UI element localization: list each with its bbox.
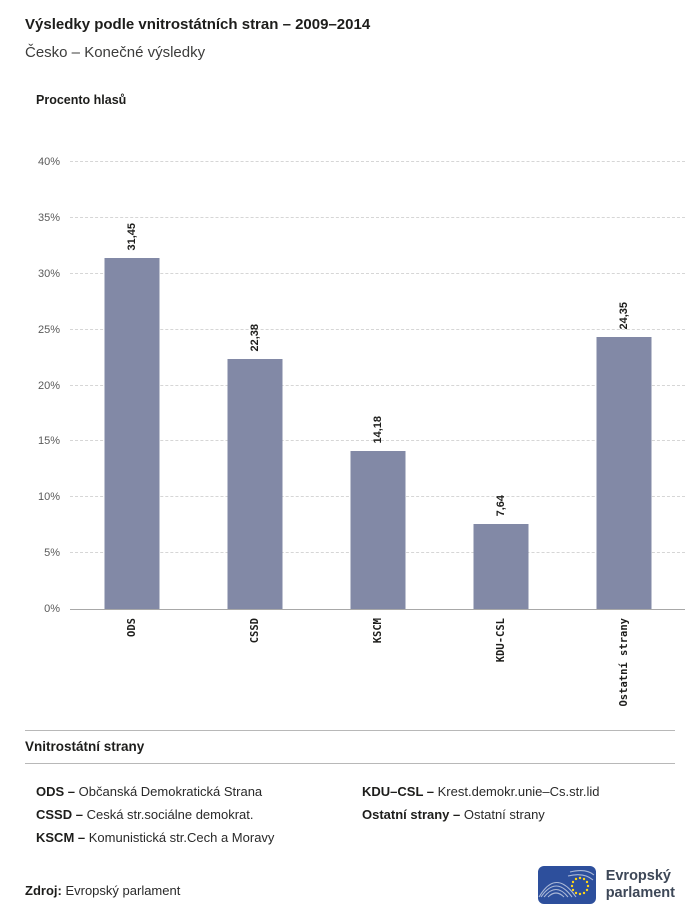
x-axis-label-slot: KDU-CSL (439, 618, 562, 712)
y-tick-label: 0% (44, 603, 60, 615)
legend-party-name: Občanská Demokratická Strana (78, 784, 263, 799)
y-tick-label: 15% (37, 435, 60, 448)
x-axis-labels: ODS CSSD KSCM KDU-CSL Ostatní strany (70, 618, 685, 712)
x-axis-label-slot: ODS (70, 618, 193, 712)
bar-group: 14,18 (316, 163, 439, 609)
bar-chart: 0% 5% 10% 15% 20% 25% 30% 35% 40% 31,45 22,38 14,1… (0, 156, 700, 712)
legend-entries: ODS – Občanská Demokratická Strana CSSD … (36, 780, 675, 849)
bar-value-label: 7,64 (494, 495, 507, 517)
x-axis-label-slot: KSCM (316, 618, 439, 712)
legend-entry-kscm: KSCM – Komunistická str.Cech a Moravy (36, 826, 362, 849)
legend-divider-bottom (25, 763, 675, 764)
legend-entry-cssd: CSSD – Ceská str.sociálne demokrat. (36, 803, 362, 826)
bar-group: 31,45 (70, 163, 193, 609)
gridline (70, 216, 685, 218)
ep-logo-line1: Evropský (605, 868, 671, 885)
gridline (70, 384, 685, 386)
legend-abbr: CSSD – (36, 807, 83, 822)
source-text: Zdroj: Evropský parlament (25, 883, 180, 904)
legend-abbr: KDU–CSL – (362, 784, 435, 799)
bar-cssd[interactable] (227, 358, 282, 609)
bar-group: 7,64 (439, 163, 562, 609)
legend-abbr: Ostatní strany – (362, 807, 461, 822)
legend-party-name: Komunistická str.Cech a Moravy (88, 830, 275, 845)
legend-section: Vnitrostátní strany ODS – Občanská Demok… (25, 730, 675, 849)
bar-value-label: 14,18 (371, 416, 384, 444)
bar-ods[interactable] (104, 257, 159, 609)
legend-abbr: KSCM – (36, 830, 86, 845)
ep-logo-line2: parlament (605, 885, 675, 901)
x-axis-label: KDU-CSL (494, 618, 507, 663)
legend-abbr: ODS – (36, 784, 76, 799)
legend-entry-kducsl: KDU–CSL – Krest.demokr.unie–Cs.str.lid (362, 780, 675, 803)
legend-column-left: ODS – Občanská Demokratická Strana CSSD … (36, 780, 362, 849)
x-axis-label: Ostatní strany (617, 618, 630, 707)
bar-group: 24,35 (562, 163, 685, 609)
bar-ostatn-strany[interactable] (596, 336, 651, 609)
y-axis-title: Procento hlasů (36, 93, 127, 107)
bar-value-label: 24,35 (617, 302, 630, 330)
gridline (70, 161, 685, 162)
legend-column-right: KDU–CSL – Krest.demokr.unie–Cs.str.lid O… (362, 780, 675, 849)
legend-entry-ods: ODS – Občanská Demokratická Strana (36, 780, 362, 803)
page-title: Výsledky podle vnitrostátních stran – 20… (25, 16, 371, 33)
bar-value-label: 22,38 (248, 324, 261, 352)
ep-hemicycle-icon (537, 866, 596, 904)
legend-party-name: Ostatní strany (463, 807, 545, 822)
bar-kdu-csl[interactable] (473, 523, 528, 609)
x-axis-label: ODS (125, 618, 138, 637)
y-tick-label: 25% (37, 323, 60, 336)
bar-kscm[interactable] (350, 450, 405, 609)
page: Výsledky podle vnitrostátních stran – 20… (0, 16, 700, 904)
y-tick-label: 35% (37, 211, 60, 224)
source-value: Evropský parlament (65, 883, 181, 898)
x-axis-label-slot: Ostatní strany (562, 618, 685, 712)
footer: Zdroj: Evropský parlament (25, 866, 675, 904)
y-tick-label: 30% (37, 267, 60, 280)
gridline (70, 440, 685, 442)
y-tick-label: 20% (37, 379, 60, 392)
bar-group: 22,38 (193, 163, 316, 609)
page-subtitle: Česko – Konečné výsledky (25, 44, 206, 61)
gridline (70, 272, 685, 274)
x-axis-label: KSCM (371, 618, 384, 644)
plot-area: 0% 5% 10% 15% 20% 25% 30% 35% 40% 31,45 22,38 14,1… (38, 156, 685, 615)
ep-logo-text: Evropský parlament (606, 868, 675, 901)
legend-entry-ostatni: Ostatní strany – Ostatní strany (362, 803, 675, 826)
legend-party-name: Krest.demokr.unie–Cs.str.lid (437, 784, 600, 799)
x-axis-label: CSSD (248, 618, 261, 644)
legend-divider-top (25, 730, 675, 731)
y-tick-label: 5% (44, 547, 60, 560)
legend-heading: Vnitrostátní strany (25, 739, 145, 754)
source-label: Zdroj: (25, 883, 62, 898)
european-parliament-logo: Evropský parlament (537, 866, 675, 904)
bar-value-label: 31,45 (125, 223, 138, 251)
gridline (70, 328, 685, 330)
chart-header: Výsledky podle vnitrostátních stran – 20… (25, 16, 675, 61)
y-tick-label: 10% (37, 491, 60, 504)
legend-party-name: Ceská str.sociálne demokrat. (86, 807, 254, 822)
y-tick-label: 40% (37, 156, 60, 168)
bars-layer: 31,45 22,38 14,18 7,64 24,35 (70, 163, 685, 609)
x-axis-label-slot: CSSD (193, 618, 316, 712)
